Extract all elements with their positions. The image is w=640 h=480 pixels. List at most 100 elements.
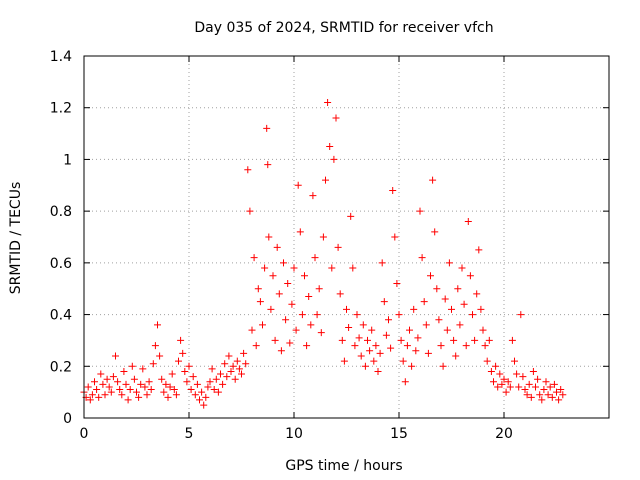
y-tick-labels: 0 0.2 0.4 0.6 0.8 1 1.2 1.4 [50,49,72,427]
data-point [326,143,334,150]
data-point [280,259,287,267]
data-point [179,349,187,357]
data-point [513,370,521,378]
data-point [254,285,262,293]
data-point [158,375,166,383]
data-point [485,336,493,344]
data-point [208,365,216,373]
data-point [250,254,258,262]
y-tick-label: 0.4 [50,308,72,324]
data-point [154,321,161,329]
data-point [231,375,239,383]
data-point [332,114,340,122]
data-point [290,264,298,272]
data-point [93,386,101,394]
data-point [462,342,470,350]
data-point [521,386,529,394]
data-point [317,329,325,337]
data-point [284,280,292,288]
data-point [187,386,195,394]
data-point [366,347,374,355]
data-point [311,254,319,262]
grid [84,56,609,418]
x-tick-label: 20 [495,426,513,442]
data-point [225,352,233,360]
data-point [183,378,191,386]
data-point [307,321,315,329]
data-point [271,336,279,344]
data-point [361,362,369,370]
data-point [481,342,489,350]
data-point [269,272,277,280]
data-point [351,342,359,350]
data-point [490,378,497,386]
data-point [168,370,176,378]
data-point [112,352,119,360]
data-point [357,352,365,360]
data-point [479,326,487,334]
data-point [519,373,527,381]
data-point [427,272,434,280]
data-point [91,378,98,386]
data-point [536,391,544,399]
data-point [515,383,523,391]
data-point [200,401,208,409]
data-point [494,383,502,391]
data-point [542,378,550,386]
y-tick-label: 1.4 [50,49,72,65]
data-point [101,391,109,399]
data-point [259,321,266,329]
data-point [433,285,441,293]
x-tick-label: 10 [285,426,303,442]
chart-title: Day 035 of 2024, SRMTID for receiver vfc… [194,20,493,36]
y-tick-label: 1.2 [50,101,72,117]
data-point [450,336,458,344]
x-axis-label: GPS time / hours [285,458,402,474]
data-point [202,393,210,401]
data-point [315,285,323,293]
data-point [359,321,367,329]
data-point [550,380,558,388]
data-point [244,166,252,174]
data-point [99,380,107,388]
y-tick-label: 0.2 [50,359,72,375]
data-point [164,393,172,401]
data-point [378,259,386,267]
data-point [301,272,308,280]
data-point [193,380,201,388]
data-point [305,292,313,300]
data-point [109,373,117,381]
data-point [538,396,546,404]
data-point [137,380,145,388]
data-point [328,264,336,272]
data-point [265,233,273,241]
data-point [141,383,149,391]
data-point [334,243,342,251]
data-point [128,362,136,370]
data-point [151,342,159,350]
data-points [80,99,567,409]
data-point [240,349,248,357]
data-point [553,388,560,396]
data-point [431,228,439,236]
data-point [385,316,392,324]
data-point [420,298,428,306]
data-point [403,342,411,350]
data-point [435,316,443,324]
data-point [189,373,197,381]
data-point [143,391,151,399]
data-point [475,246,483,254]
data-point [448,305,455,313]
data-point [324,99,332,107]
data-point [355,334,363,342]
data-point [256,298,264,306]
data-point [84,383,92,391]
data-point [500,375,508,383]
data-point [487,367,495,375]
data-point [338,336,346,344]
data-point [454,285,462,293]
data-point [410,305,418,313]
data-point [286,339,294,347]
data-point [532,383,539,391]
